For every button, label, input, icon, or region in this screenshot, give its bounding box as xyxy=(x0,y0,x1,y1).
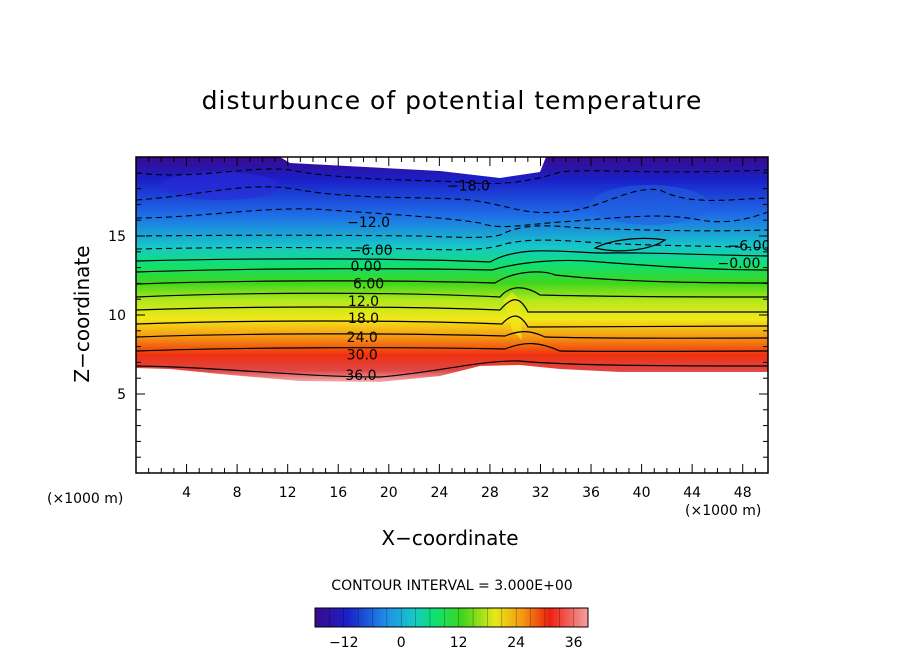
contour-line xyxy=(136,331,768,339)
x-tick-label: 32 xyxy=(532,485,550,501)
contour-line xyxy=(136,250,768,263)
y-axis-label: Z−coordinate xyxy=(70,245,94,383)
contour-line xyxy=(136,225,768,238)
contour-line xyxy=(136,287,768,298)
x-axis-label: X−coordinate xyxy=(381,526,519,550)
colorbar-tick-label: −12 xyxy=(329,635,359,651)
contour-label: 6.00 xyxy=(353,276,384,292)
contour-label: −0.00 xyxy=(717,256,760,272)
contour-label: 30.0 xyxy=(347,348,378,364)
contour-line xyxy=(136,208,768,228)
colorbar-tick-label: 12 xyxy=(450,635,468,651)
cold-pocket xyxy=(590,185,710,225)
x-tick-label: 40 xyxy=(633,485,651,501)
x-tick-label: 28 xyxy=(481,485,499,501)
x-axis-unit-left: (×1000 m) xyxy=(47,491,124,507)
colorbar-tick-label: 24 xyxy=(507,635,525,651)
contour-label: 12.0 xyxy=(348,294,379,310)
contour-line xyxy=(136,239,768,251)
contour-label: −6.00 xyxy=(728,238,771,254)
x-tick-label: 8 xyxy=(233,485,242,501)
x-tick-label: 44 xyxy=(683,485,701,501)
contour-label: −12.0 xyxy=(347,215,390,231)
colorbar xyxy=(314,607,589,628)
x-tick-label: 4 xyxy=(182,485,191,501)
x-tick-label: 12 xyxy=(279,485,297,501)
x-tick-label: 48 xyxy=(734,485,752,501)
contour-label: 18.0 xyxy=(348,311,379,327)
contour-label: 0.00 xyxy=(350,259,381,275)
contour-line xyxy=(136,259,768,273)
chart-title: disturbunce of potential temperature xyxy=(201,86,703,115)
contour-interval-text: CONTOUR INTERVAL = 3.000E+00 xyxy=(331,578,573,594)
contour-label: 24.0 xyxy=(347,330,378,346)
contour-label: 36.0 xyxy=(345,368,376,384)
contour-label: −6.00 xyxy=(350,243,393,259)
contour-line xyxy=(136,168,768,185)
cold-pocket xyxy=(160,172,280,200)
contour-line xyxy=(136,360,768,378)
contour-line xyxy=(136,343,768,353)
x-axis-unit-right: (×1000 m) xyxy=(685,503,762,519)
colorbar-tick-label: 36 xyxy=(565,635,583,651)
contour-line xyxy=(593,237,667,252)
contour-label: −18.0 xyxy=(447,178,490,194)
contour-line xyxy=(136,299,768,313)
y-tick-label: 15 xyxy=(108,229,126,245)
contour-line xyxy=(136,315,768,328)
y-tick-label: 5 xyxy=(117,387,126,403)
x-tick-label: 20 xyxy=(380,485,398,501)
contour-line xyxy=(136,271,768,285)
x-tick-label: 24 xyxy=(430,485,448,501)
colorbar-tick-label: 0 xyxy=(397,635,406,651)
y-tick-label: 10 xyxy=(108,308,126,324)
x-tick-label: 16 xyxy=(329,485,347,501)
x-tick-label: 36 xyxy=(582,485,600,501)
contour-line xyxy=(136,186,768,214)
